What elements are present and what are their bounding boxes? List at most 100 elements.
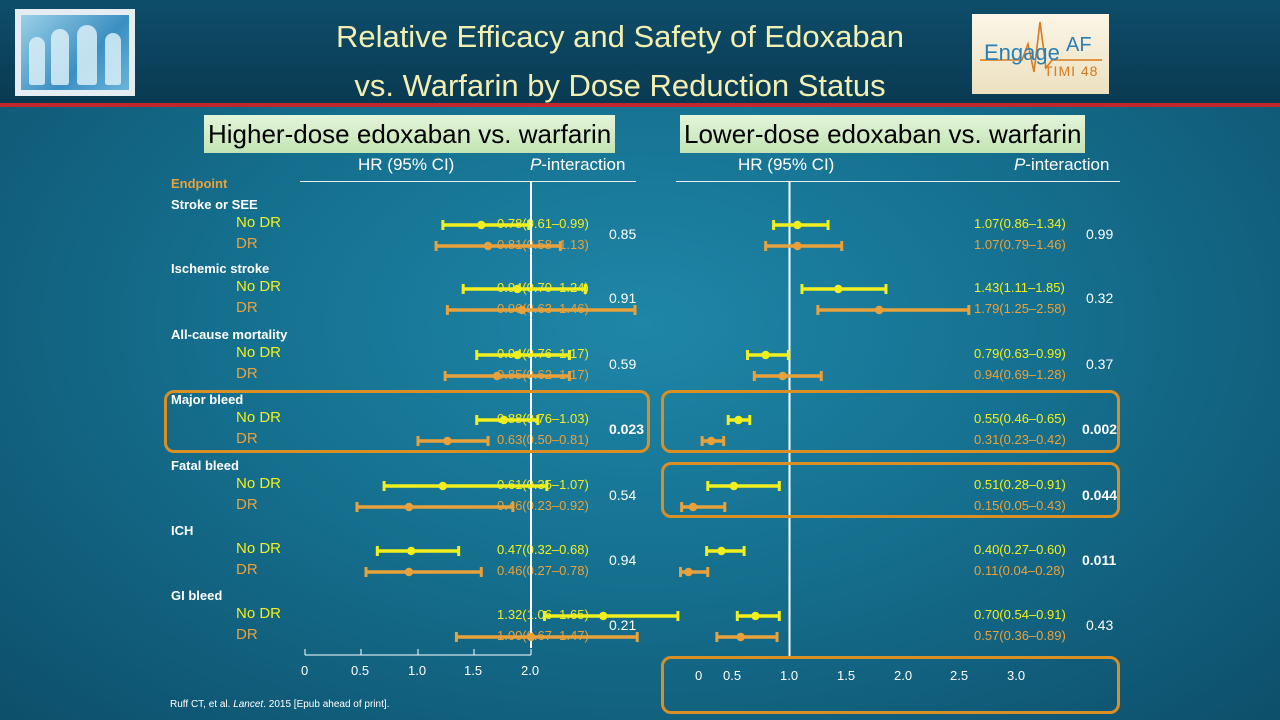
p-interaction-value: 0.002: [1082, 421, 1118, 437]
x-tick-label: 0: [301, 663, 309, 678]
p-interaction-value: 0.59: [609, 356, 637, 372]
panel-title-higher-dose: Higher-dose edoxaban vs. warfarin: [204, 115, 616, 153]
hr-ci-dr: 0.94(0.69–1.28): [974, 367, 1066, 382]
hr-ci-no-dr: 0.70(0.54–0.91): [974, 607, 1066, 622]
dr-point: [688, 502, 698, 512]
row-label-no-dr: No DR: [236, 605, 282, 622]
figure-icon: [29, 37, 45, 85]
row-label-no-dr: No DR: [236, 540, 282, 557]
dr-point: [517, 305, 527, 315]
p-interaction-value: 0.91: [609, 290, 637, 306]
logo-word-af: AF: [1066, 34, 1092, 56]
hr-ci-no-dr: 0.47(0.32–0.68): [497, 542, 589, 557]
no-dr-point: [477, 220, 486, 230]
x-tick-label: 2.0: [894, 668, 913, 683]
hr-ci-no-dr: 0.55(0.46–0.65): [974, 411, 1066, 426]
highlight-box-right: [661, 390, 1120, 453]
x-tick-label: 1.5: [464, 663, 483, 678]
dr-point: [526, 632, 536, 642]
row-label-dr: DR: [236, 299, 258, 316]
no-dr-point: [513, 284, 522, 294]
x-tick-label: 2.5: [950, 668, 969, 683]
no-dr-point: [438, 481, 448, 491]
anatomy-figures-icon: [21, 15, 129, 90]
anatomy-logo-image: [15, 9, 135, 96]
p-interaction-value: 0.85: [609, 226, 637, 242]
hr-ci-dr: 0.11(0.04–0.28): [974, 563, 1065, 578]
panel-title-lower-dose: Lower-dose edoxaban vs. warfarin: [680, 115, 1086, 153]
no-dr-point: [513, 350, 522, 360]
endpoint-label: Fatal bleed: [171, 458, 239, 473]
x-tick-label: 1.0: [780, 668, 799, 683]
dr-point: [492, 371, 502, 381]
dr-point: [404, 567, 414, 577]
no-dr-point: [499, 415, 509, 425]
no-dr-point: [734, 415, 743, 425]
hr-ci-dr: 0.57(0.36–0.89): [974, 628, 1066, 643]
hr-ci-dr: 1.79(1.25–2.58): [974, 301, 1066, 316]
hr-ci-no-dr: 1.07(0.86–1.34): [974, 216, 1066, 231]
endpoint-column-header: Endpoint: [171, 176, 228, 191]
x-tick-label: 1.0: [408, 663, 427, 678]
hr-ci-dr: 1.07(0.79–1.46): [974, 237, 1066, 252]
heartbeat-icon: [980, 21, 1102, 73]
hr-header-left: HR (95% CI): [358, 155, 455, 174]
slide-title: Relative Efficacy and Safety of Edoxaban…: [220, 12, 1020, 110]
no-dr-point: [599, 611, 608, 621]
no-dr-point: [793, 220, 802, 230]
hr-ci-dr: 0.46(0.27–0.78): [497, 563, 589, 578]
x-tick-label: 0.5: [351, 663, 370, 678]
figure-icon: [77, 25, 97, 85]
no-dr-point: [729, 481, 739, 491]
x-tick-label: 0: [695, 668, 703, 683]
endpoint-label: Major bleed: [171, 392, 244, 407]
no-dr-point: [761, 350, 770, 360]
row-label-no-dr: No DR: [236, 409, 282, 426]
header-divider: [0, 103, 1280, 107]
dr-point: [793, 241, 802, 251]
p-interaction-value: 0.023: [609, 421, 645, 437]
p-interaction-value: 0.54: [609, 487, 637, 503]
highlight-box-right: [661, 462, 1120, 518]
p-interaction-header-right: P-interaction: [1014, 155, 1110, 174]
header-rule-right: [676, 181, 1120, 182]
row-label-no-dr: No DR: [236, 344, 282, 361]
hr-ci-no-dr: 1.32(1.06–1.65): [497, 607, 589, 622]
x-tick-label: 0.5: [723, 668, 742, 683]
no-dr-point: [834, 284, 843, 294]
dr-point: [736, 632, 745, 642]
no-dr-point: [407, 546, 416, 556]
endpoint-label: Stroke or SEE: [171, 197, 258, 212]
dr-point: [404, 502, 414, 512]
row-label-no-dr: No DR: [236, 214, 282, 231]
p-interaction-value: 0.37: [1086, 356, 1114, 372]
hr-ci-no-dr: 0.78(0.61–0.99): [497, 216, 589, 231]
dr-point: [483, 241, 493, 251]
x-tick-label: 2.0: [521, 663, 540, 678]
dr-point: [778, 371, 787, 381]
row-label-dr: DR: [236, 626, 258, 643]
endpoint-label: ICH: [171, 523, 194, 538]
p-interaction-value: 0.43: [1086, 617, 1114, 633]
row-label-no-dr: No DR: [236, 278, 282, 295]
citation: Ruff CT, et al. Lancet. 2015 [Epub ahead…: [170, 699, 390, 710]
figure-icon: [51, 29, 69, 85]
endpoint-label: GI bleed: [171, 588, 223, 603]
hr-ci-dr: 0.46(0.23–0.92): [497, 498, 589, 513]
row-label-dr: DR: [236, 496, 258, 513]
hr-ci-no-dr: 0.88(0.76–1.03): [497, 411, 589, 426]
title-line-1: Relative Efficacy and Safety of Edoxaban: [335, 19, 905, 54]
figure-icon: [105, 33, 121, 85]
p-interaction-value: 0.32: [1086, 290, 1114, 306]
x-tick-label: 3.0: [1007, 668, 1026, 683]
dr-point: [706, 436, 716, 446]
highlight-box-major-bleed-left: [164, 390, 650, 453]
p-interaction-value: 0.21: [609, 617, 637, 633]
no-dr-point: [751, 611, 760, 621]
hr-ci-no-dr: 0.79(0.63–0.99): [974, 346, 1066, 361]
hr-ci-no-dr: 1.43(1.11–1.85): [974, 280, 1065, 295]
x-tick-label: 1.5: [837, 668, 856, 683]
p-interaction-value: 0.011: [1082, 552, 1117, 568]
p-interaction-value: 0.99: [1086, 226, 1114, 242]
